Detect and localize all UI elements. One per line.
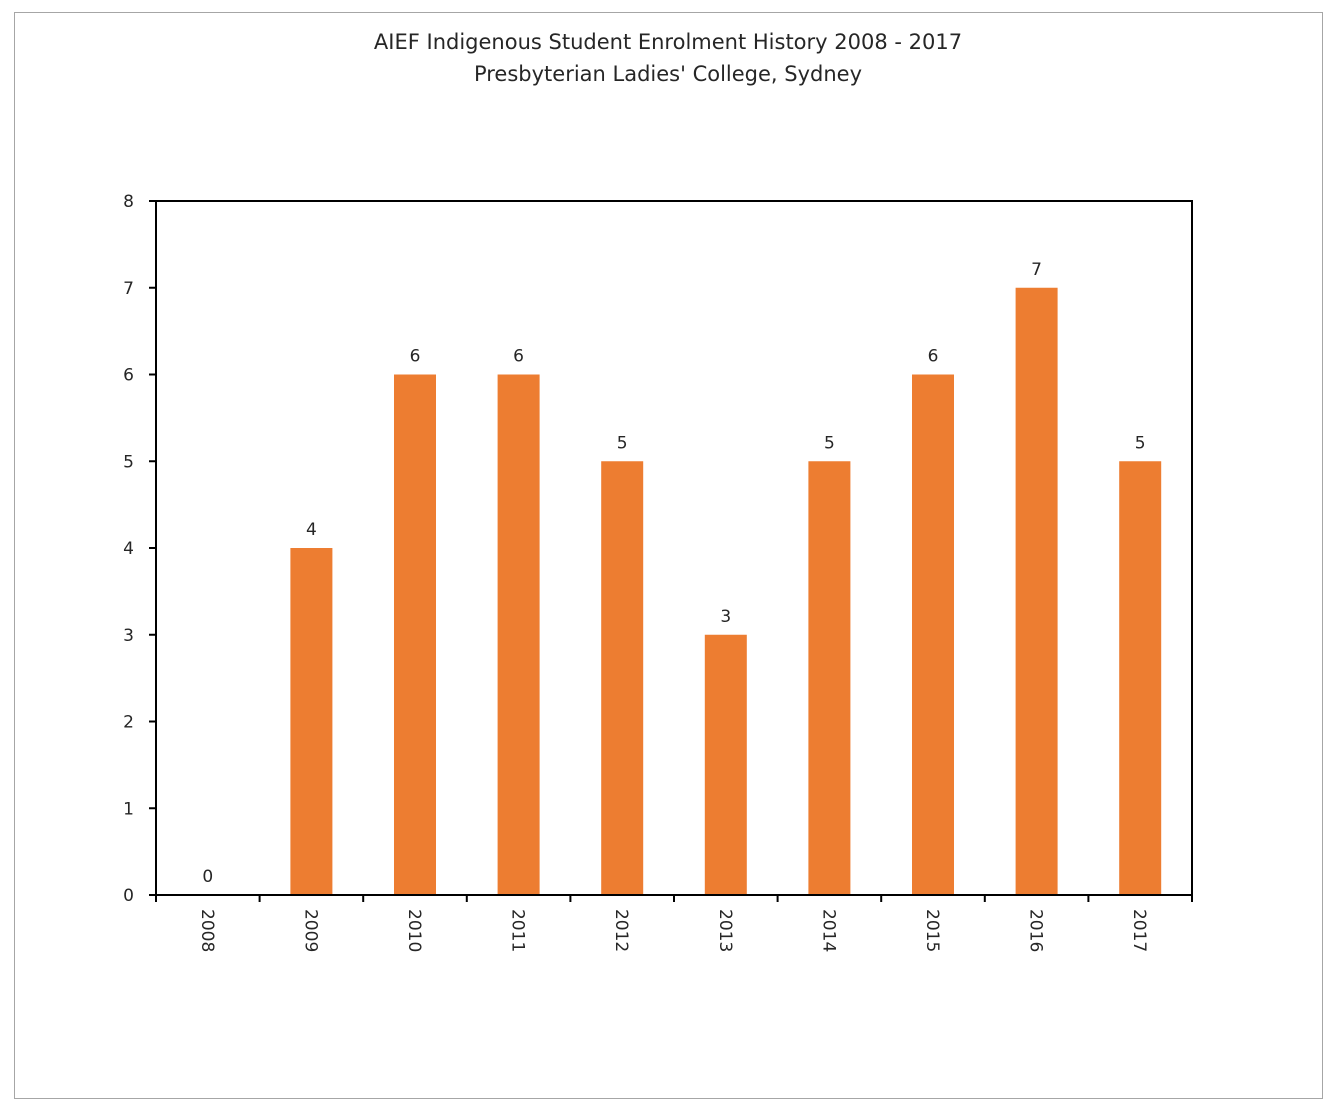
y-axis: 0 1 2 3 4 5 6 7 8: [123, 192, 156, 906]
y-tick-label: 7: [123, 279, 134, 299]
x-tick-label: 2017: [1129, 909, 1149, 952]
bar: [808, 461, 851, 895]
x-tick-label: 2014: [818, 909, 838, 952]
x-tick-label: 2015: [922, 909, 942, 952]
data-label: 6: [928, 347, 939, 367]
x-tick-label: 2012: [611, 909, 631, 952]
bar: [912, 374, 954, 895]
y-tick-label: 6: [123, 366, 134, 386]
data-label: 5: [1135, 433, 1146, 453]
data-label: 0: [202, 867, 213, 887]
chart-subtitle: Presbyterian Ladies' College, Sydney: [473, 62, 863, 86]
x-tick-label: 2010: [404, 909, 424, 952]
data-label: 6: [513, 347, 524, 367]
x-tick-label: 2008: [197, 909, 217, 952]
y-tick-label: 1: [123, 799, 134, 819]
bar: [601, 461, 644, 895]
chart-title: AIEF Indigenous Student Enrolment Histor…: [373, 30, 963, 54]
y-tick-label: 5: [123, 452, 134, 472]
bar: [1015, 287, 1058, 895]
data-label: 5: [617, 433, 628, 453]
x-tick-label: 2016: [1026, 909, 1046, 952]
bar: [290, 548, 333, 895]
bar: [394, 374, 436, 895]
data-label: 5: [824, 433, 835, 453]
y-tick-label: 3: [123, 626, 134, 646]
bars: 0 4 6 6 5 3 5 6 7 5: [202, 260, 1162, 895]
y-tick-label: 8: [123, 192, 134, 212]
x-axis: 2008 2009 2010 2011 2012 2013 2014 2015 2016 2017: [155, 895, 1193, 952]
data-label: 3: [720, 607, 731, 627]
y-tick-label: 2: [123, 713, 134, 733]
x-tick-label: 2013: [715, 909, 735, 952]
data-label: 7: [1031, 260, 1042, 280]
x-tick-label: 2009: [300, 909, 320, 952]
bar: [497, 374, 540, 895]
y-tick-label: 4: [123, 539, 134, 559]
bar: [704, 634, 747, 895]
y-tick-label: 0: [123, 886, 134, 906]
x-tick-label: 2011: [508, 909, 528, 952]
bar: [1119, 461, 1162, 895]
data-label: 6: [410, 347, 421, 367]
chart-area: [14, 12, 1323, 1099]
plot-area-border: [155, 200, 1193, 896]
data-label: 4: [306, 520, 317, 540]
